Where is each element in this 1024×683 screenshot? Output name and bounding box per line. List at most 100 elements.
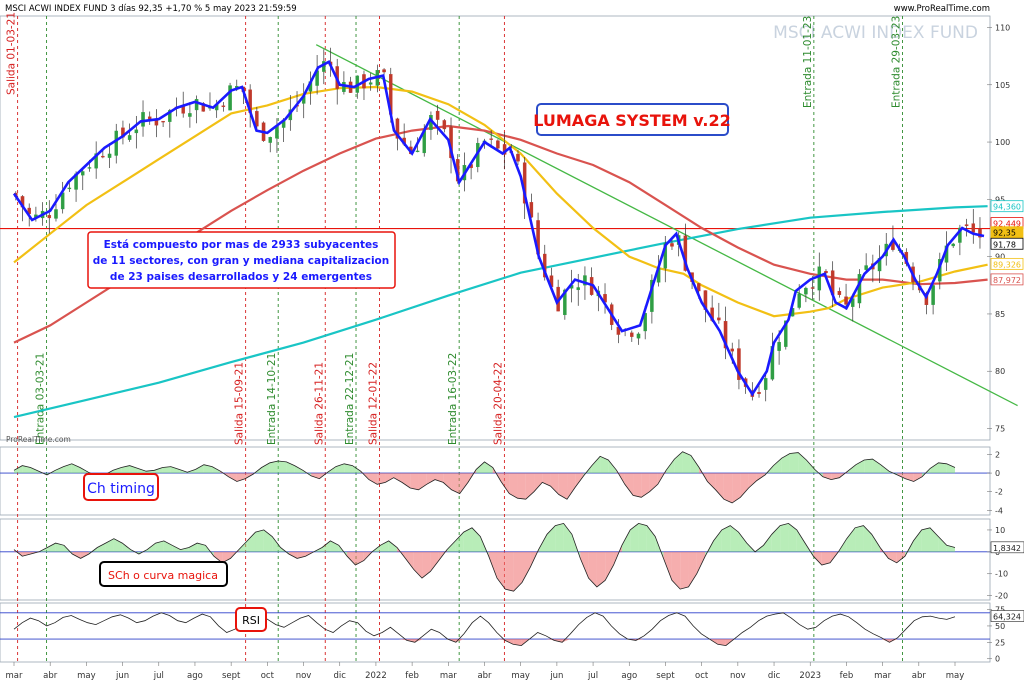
sch-area-25 xyxy=(222,551,231,563)
sch-area-108 xyxy=(913,529,922,552)
signal-label-10: Entrada 29-03-23 xyxy=(891,16,903,108)
x-tick-label-20: nov xyxy=(730,671,746,681)
candle-body-127 xyxy=(864,265,868,270)
candle-body-142 xyxy=(964,224,969,227)
y-tick-label-ch-2: -2 xyxy=(995,488,1003,497)
x-tick-label-4: jul xyxy=(153,671,164,681)
candle-body-121 xyxy=(824,271,828,274)
candle-body-107 xyxy=(730,348,734,352)
sch-area-65 xyxy=(555,523,564,552)
sch-area-5 xyxy=(55,543,64,552)
candle-body-115 xyxy=(784,320,788,347)
ch-timing-area-7 xyxy=(71,463,81,474)
candle-body-32 xyxy=(228,85,232,111)
candle-body-124 xyxy=(844,296,848,305)
y-tick-label-rsi-2: 25 xyxy=(995,638,1005,647)
description-line-2: de 11 sectores, con gran y mediana capit… xyxy=(93,255,389,267)
sch-area-68 xyxy=(580,551,589,579)
sch-area-16 xyxy=(147,543,156,552)
candle-body-22 xyxy=(161,120,165,123)
candle-body-108 xyxy=(737,348,741,380)
signal-label-5: Entrada 22-12-21 xyxy=(344,353,356,445)
candle-body-98 xyxy=(670,243,674,247)
ch-timing-area-107 xyxy=(897,473,906,479)
ch-timing-area-84 xyxy=(707,473,716,490)
sch-area-55 xyxy=(472,527,481,552)
sch-area-85 xyxy=(721,525,731,552)
x-tick-label-18: sept xyxy=(656,671,675,681)
ch-timing-area-23 xyxy=(203,464,213,474)
candle-body-123 xyxy=(837,290,842,295)
sch-area-100 xyxy=(846,527,856,552)
ch-timing-area-53 xyxy=(451,473,460,494)
sch-area-38 xyxy=(330,540,339,552)
sch-area-73 xyxy=(621,529,631,552)
sch-area-84 xyxy=(713,529,722,552)
y-tick-label-main-4: 95 xyxy=(995,195,1005,204)
candle-body-27 xyxy=(194,99,199,111)
sch-area-41 xyxy=(355,551,364,565)
ch-timing-area-70 xyxy=(591,456,601,474)
candle-body-106 xyxy=(723,320,728,349)
candle-body-144 xyxy=(978,228,982,238)
sch-area-110 xyxy=(930,527,939,552)
ch-timing-area-64 xyxy=(542,473,551,487)
ch-timing-area-59 xyxy=(501,473,510,494)
ch-timing-area-93 xyxy=(781,453,790,474)
ch-timing-area-61 xyxy=(517,473,526,500)
ch-timing-area-87 xyxy=(732,473,741,503)
ch-timing-area-54 xyxy=(459,473,468,494)
ch-timing-area-104 xyxy=(872,459,881,474)
x-tick-label-23: feb xyxy=(840,671,854,681)
price-tag-1: 92,449 xyxy=(993,220,1021,229)
signal-lines: Salida 01-03-21 Entrada 03-03-21 Salida 15… xyxy=(6,12,903,662)
ch-timing-area-72 xyxy=(608,460,617,474)
candle-body-20 xyxy=(147,116,152,120)
ch-timing-area-102 xyxy=(855,460,865,474)
candle-body-92 xyxy=(630,332,634,337)
ch-timing-area-89 xyxy=(748,473,757,488)
y-tick-label-main-3: 90 xyxy=(995,253,1005,262)
sch-area-59 xyxy=(505,551,514,592)
sch-last-label: 1,8342 xyxy=(993,544,1021,553)
sch-area-69 xyxy=(588,551,597,587)
sch-area-11 xyxy=(105,538,114,552)
sch-area-93 xyxy=(788,523,797,552)
candle-body-12 xyxy=(94,153,98,169)
price-tag-box-5 xyxy=(990,273,1024,286)
candle-body-105 xyxy=(717,317,721,321)
chart-watermark: MSCI ACWI INDEX FUND xyxy=(773,23,978,43)
y-tick-label-main-6: 105 xyxy=(995,81,1010,90)
candle-body-60 xyxy=(415,150,420,153)
sch-area-49 xyxy=(422,551,431,579)
candle-body-26 xyxy=(188,113,192,117)
x-tick-label-3: jun xyxy=(115,671,129,681)
x-tick-label-13: abr xyxy=(477,671,492,681)
candle-body-72 xyxy=(496,140,500,149)
ch-timing-area-113 xyxy=(946,463,955,474)
description-line-1: Está compuesto por mas de 2933 subyacent… xyxy=(104,239,379,251)
ch-timing-area-63 xyxy=(534,473,543,492)
sch-area-19 xyxy=(172,545,181,552)
sch-area-78 xyxy=(663,551,672,581)
x-tick-label-9: dic xyxy=(334,671,347,681)
ch-timing-area-45 xyxy=(385,473,394,483)
x-tick-label-14: may xyxy=(511,671,530,681)
sch-area-71 xyxy=(605,551,614,581)
ch-timing-area-46 xyxy=(393,473,402,483)
y-tick-label-ch-3: -4 xyxy=(995,506,1003,515)
ch-timing-area-82 xyxy=(690,455,700,474)
candle-body-23 xyxy=(168,110,172,122)
candle-body-93 xyxy=(636,333,641,339)
ch-timing-area-50 xyxy=(426,473,435,485)
ch-timing-area-43 xyxy=(368,473,378,485)
ch-timing-area-95 xyxy=(798,452,807,474)
ch-timing-area-13 xyxy=(121,465,130,474)
rsi-os-49 xyxy=(414,639,424,643)
description-box: Está compuesto por mas de 2933 subyacent… xyxy=(87,231,396,289)
x-tick-label-17: ago xyxy=(621,671,637,681)
y-tick-label-sch-0: 10 xyxy=(995,526,1005,535)
ch-timing-area-56 xyxy=(476,461,485,474)
ch-timing-area-110 xyxy=(921,468,931,477)
candle-body-120 xyxy=(817,266,822,291)
